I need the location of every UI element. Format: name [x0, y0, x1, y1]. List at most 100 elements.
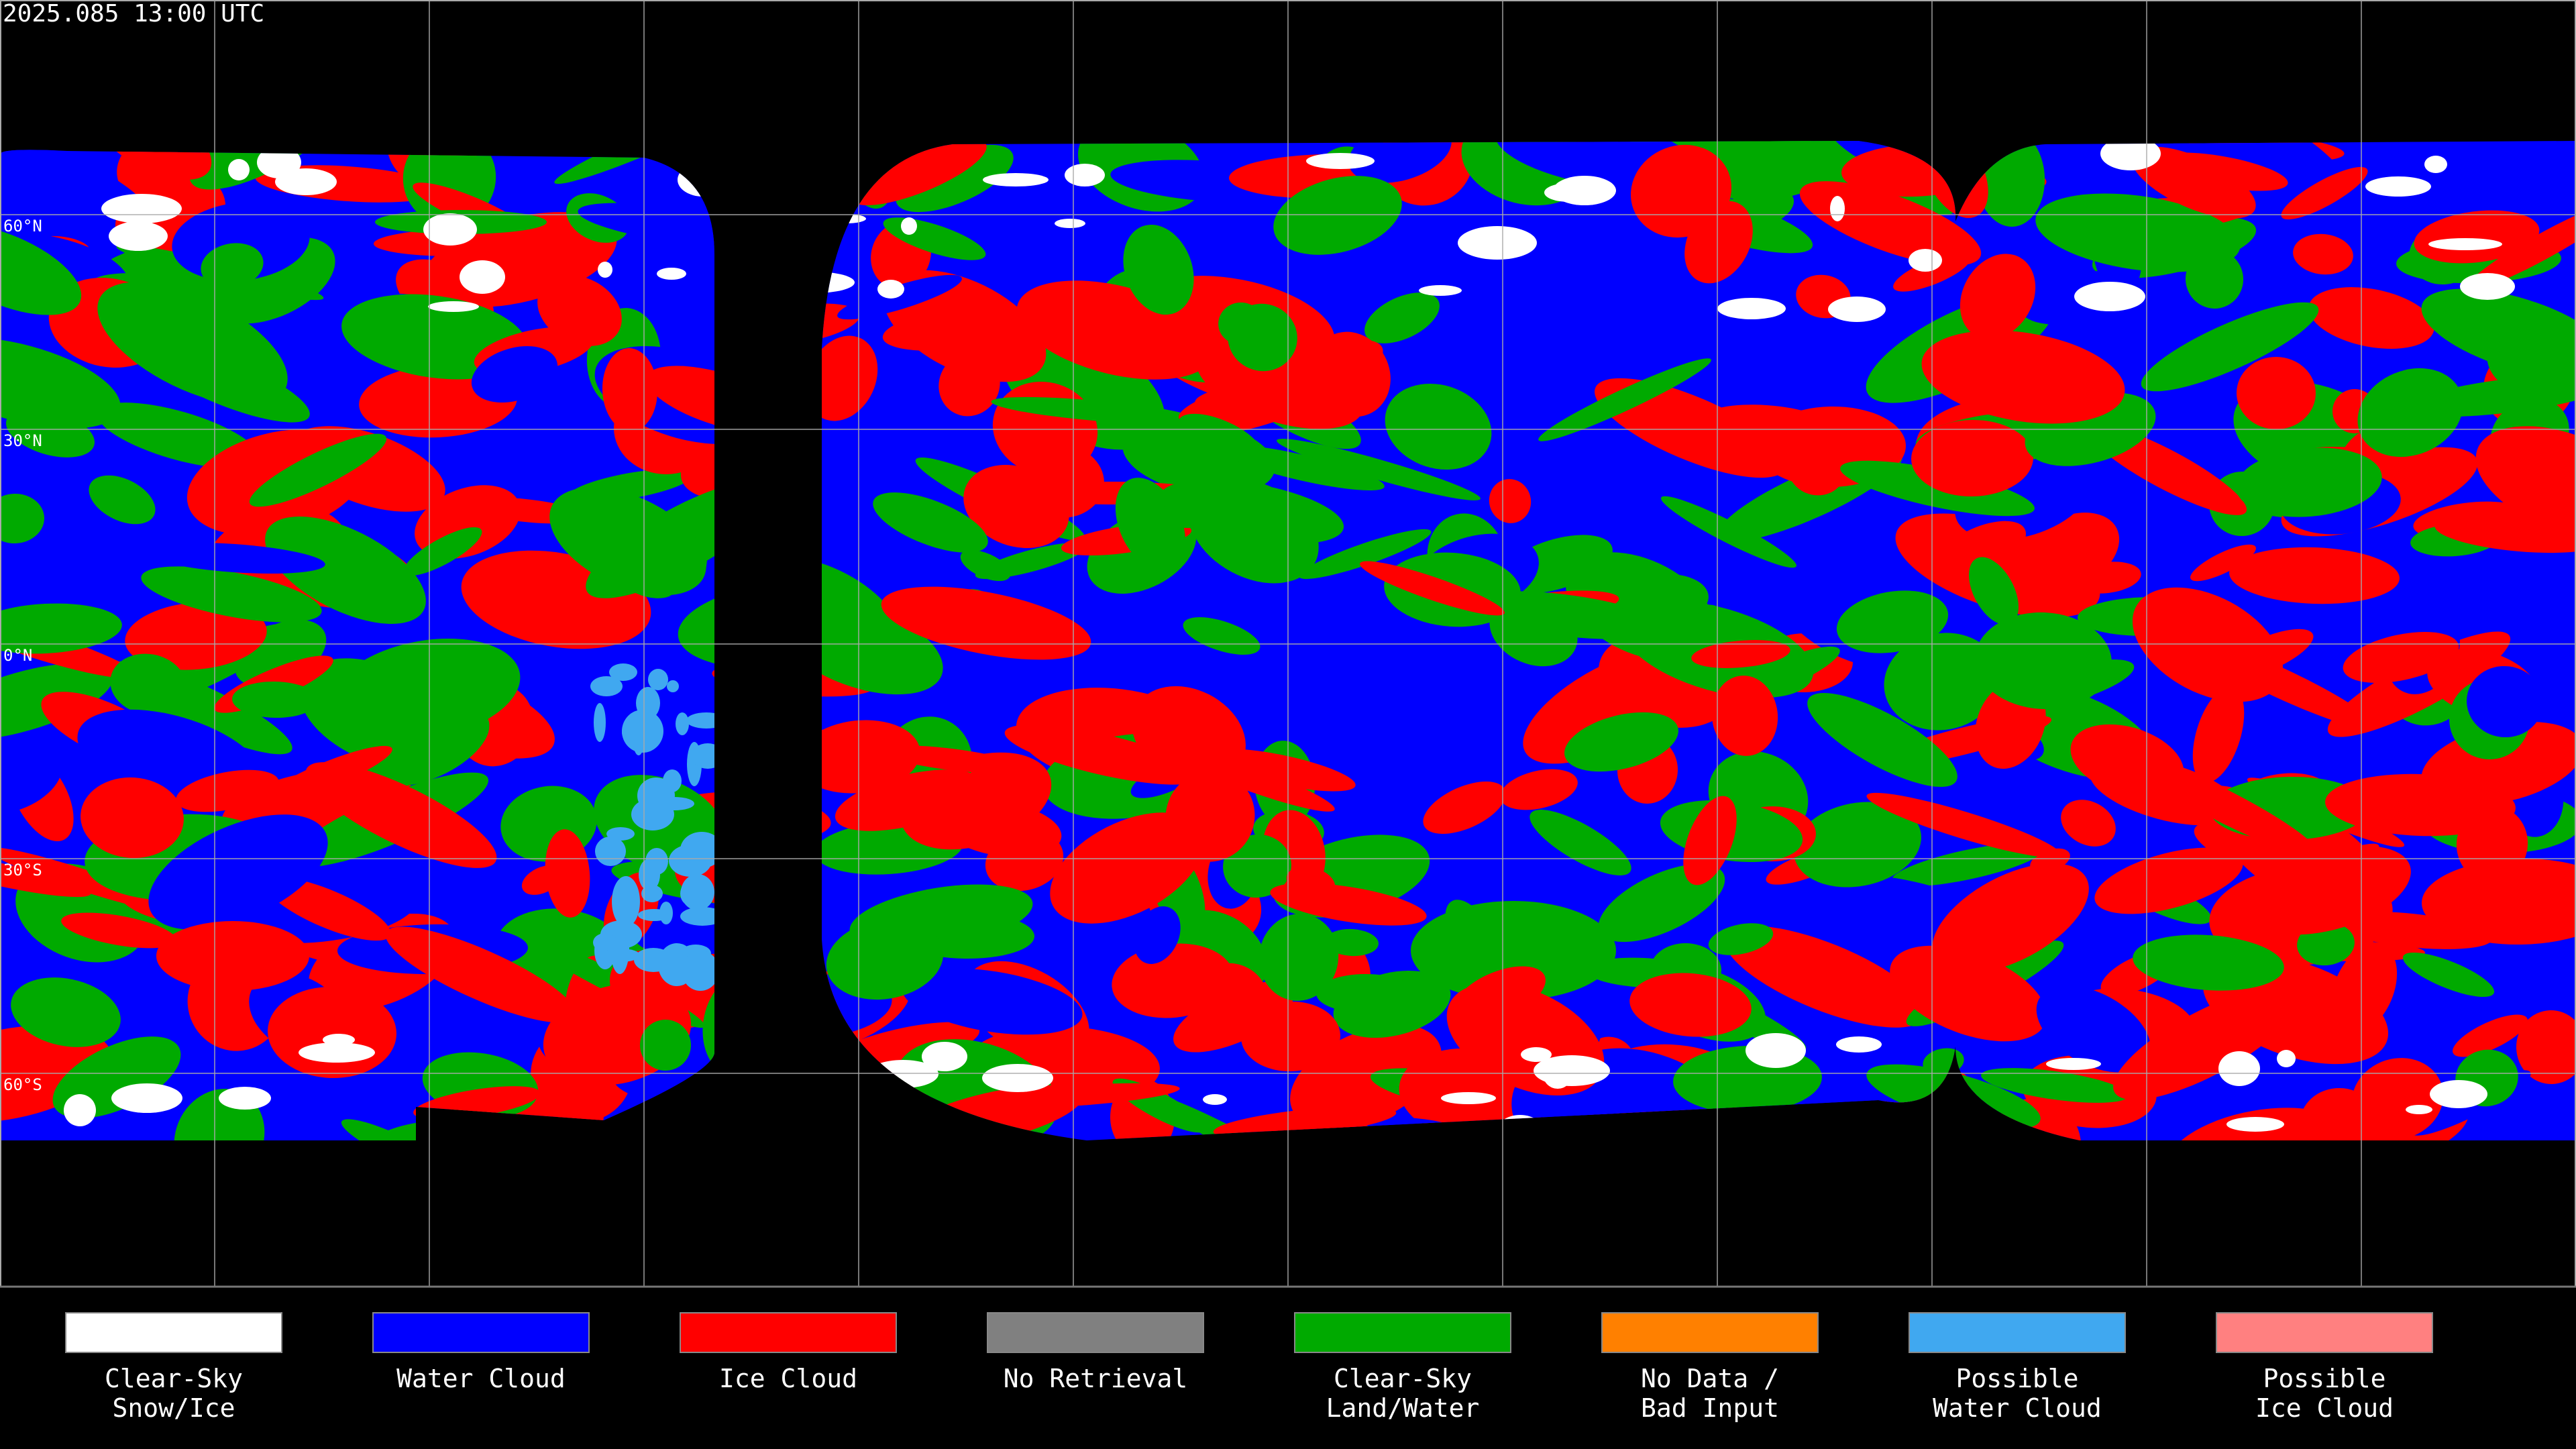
cloud-patch — [11, 977, 121, 1047]
snow-patch — [1909, 249, 1942, 272]
possible-water-patch — [634, 948, 673, 972]
legend-label: Water Cloud — [1933, 1393, 2102, 1423]
possible-water-patch — [676, 712, 689, 735]
possible-water-patch — [680, 881, 700, 906]
cloud-patch — [1629, 973, 1752, 1037]
snow-patch — [1441, 1092, 1496, 1104]
snow-patch — [1746, 1033, 1806, 1068]
cloud-patch — [2035, 193, 2241, 272]
snow-patch — [1544, 183, 1593, 202]
cloud-patch — [110, 653, 186, 715]
cloud-patch — [1799, 181, 1982, 266]
cloud-patch — [1500, 769, 1578, 810]
cloud-patch — [1325, 928, 1379, 957]
possible-water-patch — [648, 669, 668, 690]
cloud-patch — [90, 141, 212, 180]
cloud-patch — [1960, 254, 2036, 339]
cloud-patch — [2308, 287, 2434, 349]
cloud-patch — [61, 912, 176, 949]
snow-patch — [1717, 298, 1786, 319]
legend-swatch — [372, 1312, 590, 1353]
cloud-patch — [1123, 224, 1194, 315]
cloud-patch — [1258, 914, 1339, 1001]
cloud-patch — [1134, 906, 1181, 964]
cloud-patch — [1183, 617, 1260, 655]
cloud-patch — [2516, 1010, 2576, 1084]
cloud-patch — [1564, 712, 1678, 772]
cloud-patch — [1112, 943, 1234, 1018]
cloud-patch — [1708, 923, 1774, 955]
cloud-patch — [806, 335, 878, 421]
cloud-patch — [2236, 447, 2382, 517]
snow-patch — [2100, 141, 2161, 170]
cloud-patch — [6, 408, 95, 458]
cloud-patch — [1969, 557, 2019, 625]
cloud-patch — [1364, 292, 1440, 343]
cloud-patch — [2185, 250, 2244, 309]
cloud-patch — [2131, 757, 2318, 856]
cloud-patch — [176, 769, 279, 812]
cloud-patch — [1277, 439, 1481, 500]
cloud-patch — [1489, 479, 1532, 523]
snow-patch — [299, 1042, 375, 1063]
cloud-patch — [549, 487, 706, 596]
snow-patch — [1534, 1055, 1610, 1086]
legend-label: Clear-Sky — [105, 1364, 243, 1393]
possible-water-patch — [590, 676, 623, 696]
legend-swatch — [1294, 1312, 1511, 1353]
possible-water-patch — [631, 798, 674, 830]
cloud-patch — [156, 921, 309, 991]
snow-patch — [2074, 282, 2145, 311]
cloud-patch — [2113, 987, 2297, 1100]
snow-patch — [1458, 226, 1537, 260]
legend-label: Ice Cloud — [2255, 1393, 2394, 1423]
snow-patch — [1830, 196, 1845, 221]
cloud-patch — [2422, 858, 2576, 945]
snow-patch — [428, 301, 479, 312]
legend-swatch — [1909, 1312, 2126, 1353]
cloud-patch — [1385, 383, 1492, 470]
cloud-patch — [1299, 529, 1432, 580]
cloud-patch — [1464, 591, 1662, 639]
legend-label: Clear-Sky — [1334, 1364, 1472, 1393]
cloud-patch — [1866, 792, 2061, 858]
cloud-patch — [265, 877, 391, 941]
cloud-patch — [174, 1089, 265, 1140]
snow-patch — [877, 280, 904, 299]
cloud-patch — [941, 801, 1062, 857]
possible-water-patch — [595, 837, 626, 866]
snow-patch — [2424, 156, 2447, 173]
cloud-patch — [2141, 302, 2319, 392]
cloud-patch — [1538, 358, 1711, 441]
cloud-patch — [545, 829, 590, 918]
legend-swatch — [65, 1312, 282, 1353]
cloud-patch — [0, 663, 113, 741]
cloud-patch — [991, 396, 1197, 425]
cloud-patch — [2475, 426, 2576, 539]
cloud-patch — [0, 603, 122, 654]
cloud-patch — [1178, 413, 1261, 462]
legend-swatch — [1601, 1312, 1819, 1353]
cloud-patch — [0, 853, 91, 898]
possible-water-patch — [622, 710, 663, 753]
cloud-patch — [979, 1083, 1180, 1108]
snow-patch — [1203, 1094, 1227, 1105]
snow-patch — [1055, 219, 1085, 228]
cloud-patch — [1004, 724, 1201, 785]
cloud-patch — [1921, 330, 2125, 424]
legend-label: Possible — [1955, 1364, 2078, 1393]
snow-patch — [1521, 1047, 1552, 1062]
cloud-patch — [2133, 934, 2284, 991]
cloud-patch — [960, 549, 1011, 582]
possible-water-patch — [639, 859, 660, 891]
snow-patch — [109, 221, 168, 251]
snow-patch — [983, 173, 1049, 186]
cloud-patch — [97, 402, 259, 468]
cloud-patch — [1691, 640, 1790, 668]
cloud-patch — [1794, 802, 1921, 888]
cloud-patch — [1817, 874, 1986, 930]
cloud-patch — [1050, 812, 1204, 924]
cloud-patch — [1981, 1068, 2129, 1103]
cloud-patch — [0, 742, 62, 814]
snow-patch — [1065, 164, 1105, 186]
